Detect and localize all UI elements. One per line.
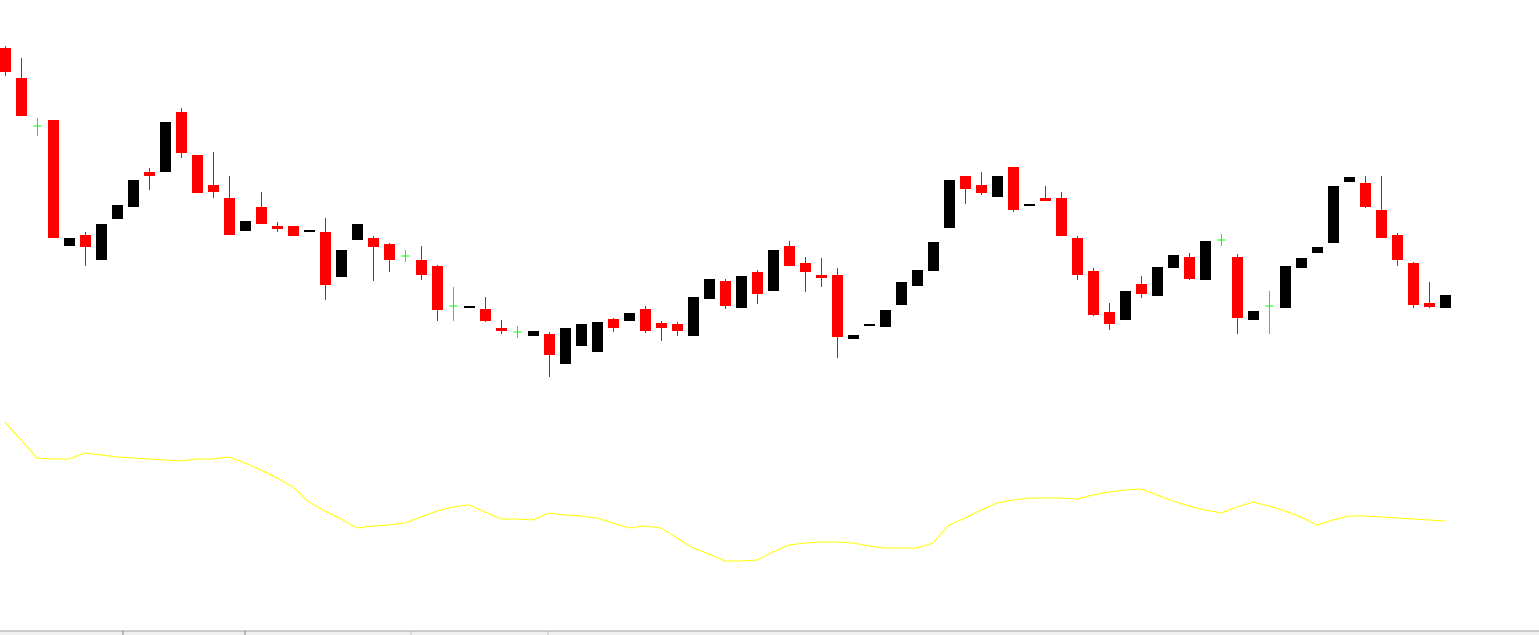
- candle-body: [592, 322, 603, 352]
- candle-body: [416, 260, 427, 275]
- candle-body: [528, 331, 539, 336]
- candle-body: [192, 155, 203, 193]
- candle-body: [272, 226, 283, 229]
- candle-body: [224, 198, 235, 235]
- indicator-line: [4, 421, 1446, 562]
- candle-body: [1184, 257, 1195, 279]
- candle-body: [864, 324, 875, 326]
- candle-body: [1152, 267, 1163, 296]
- candle-body: [1344, 177, 1355, 182]
- candle-body: [64, 238, 75, 246]
- candle-body: [96, 224, 107, 260]
- candle-body: [80, 235, 91, 247]
- candle-body: [384, 244, 395, 260]
- candle-body: [672, 324, 683, 331]
- candle-body: [1248, 311, 1259, 320]
- candle-body: [1440, 295, 1451, 308]
- candle-body: [624, 313, 635, 321]
- candle-body: [1104, 312, 1115, 324]
- candle-body: [304, 230, 315, 232]
- candle-body: [544, 334, 555, 355]
- candle-body: [784, 246, 795, 266]
- candle-body: [1120, 291, 1131, 320]
- candle-body: [576, 324, 587, 346]
- candle-body: [1280, 266, 1291, 308]
- candle-body: [48, 120, 59, 238]
- candle-body: [816, 275, 827, 278]
- candle-body: [896, 282, 907, 305]
- candle-body: [656, 323, 667, 328]
- candle-body: [752, 272, 763, 294]
- candle-body: [496, 328, 507, 331]
- candle-body: [1072, 238, 1083, 275]
- candle-body: [352, 224, 363, 240]
- candle-body: [976, 185, 987, 193]
- candle-body: [608, 319, 619, 328]
- candle-body: [112, 205, 123, 219]
- candle-body: [912, 270, 923, 286]
- candle-body: [992, 176, 1003, 197]
- candle-body: [256, 207, 267, 224]
- candle-body: [800, 263, 811, 272]
- candle-body: [848, 335, 859, 339]
- candle-body: [1376, 210, 1387, 238]
- candle-body: [0, 48, 11, 72]
- candle-body: [368, 238, 379, 247]
- candle-body: [1392, 235, 1403, 260]
- candle-body: [928, 242, 939, 271]
- candle-body: [880, 310, 891, 327]
- candle-body: [944, 180, 955, 228]
- candle-body: [128, 180, 139, 207]
- candle-body: [1424, 303, 1435, 307]
- candle-body: [464, 306, 475, 308]
- candle-body: [768, 250, 779, 291]
- candle-body: [1008, 167, 1019, 210]
- candle-body: [208, 185, 219, 192]
- candle-body: [1168, 255, 1179, 268]
- candle-body: [1296, 258, 1307, 268]
- candle-body: [1056, 198, 1067, 236]
- tab-bar: [0, 631, 1539, 635]
- candle-body: [288, 226, 299, 236]
- candle-body: [1328, 186, 1339, 243]
- candle-body: [560, 328, 571, 364]
- candle-body: [1200, 241, 1211, 280]
- candle-body: [176, 112, 187, 153]
- candle-body: [704, 279, 715, 299]
- candle-body: [1312, 247, 1323, 253]
- candle-body: [832, 275, 843, 337]
- candle-body: [336, 250, 347, 277]
- candle-body: [1408, 263, 1419, 305]
- candle-body: [320, 232, 331, 285]
- candle-body: [240, 221, 251, 231]
- candle-body: [1232, 257, 1243, 318]
- candle-body: [480, 309, 491, 321]
- candle-body: [688, 297, 699, 336]
- candle-body: [1136, 284, 1147, 294]
- candle-body: [432, 266, 443, 310]
- candle-body: [960, 176, 971, 189]
- candle-body: [144, 172, 155, 176]
- candle-body: [720, 281, 731, 306]
- candle-body: [736, 276, 747, 308]
- candle-body: [640, 309, 651, 331]
- candle-body: [1088, 271, 1099, 315]
- candle-body: [160, 122, 171, 172]
- candle-body: [1360, 183, 1371, 207]
- bottom-tabs: [0, 630, 1539, 635]
- candle-body: [1040, 198, 1051, 201]
- candle-body: [16, 78, 27, 116]
- candle-body: [1024, 204, 1035, 206]
